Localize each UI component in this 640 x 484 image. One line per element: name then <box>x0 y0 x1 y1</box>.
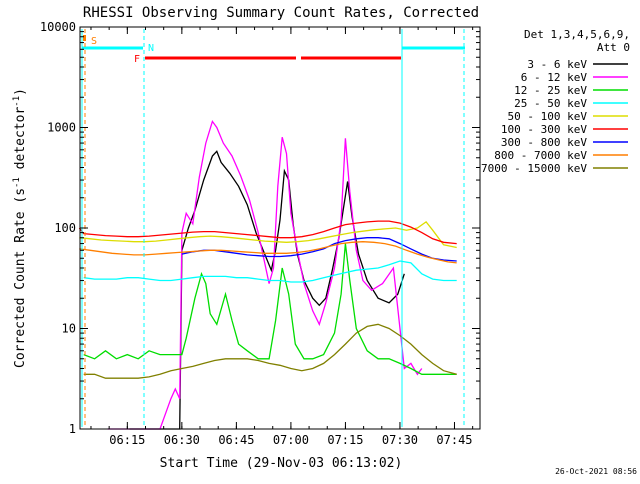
y-tick-label: 1 <box>69 422 76 436</box>
legend-label: 25 - 50 keV <box>514 97 587 110</box>
x-axis-label: Start Time (29-Nov-03 06:13:02) <box>160 456 403 471</box>
y-axis-label-end: ) <box>13 88 28 96</box>
x-tick-label: 06:30 <box>164 433 200 447</box>
legend-header-detectors: Det 1,3,4,5,6,9, <box>524 28 630 41</box>
y-axis-label-sup1: -1 <box>12 177 22 188</box>
legend-label: 12 - 25 keV <box>514 84 587 97</box>
generation-timestamp: 26-Oct-2021 08:56 <box>555 467 637 476</box>
saa-flag-marker <box>83 35 86 41</box>
series-line-12-25 <box>83 243 457 375</box>
y-tick-label: 10 <box>62 322 76 336</box>
saa-flag-label: S <box>91 36 97 47</box>
axes-layer: 06:15 06:30 06:45 07:00 07:15 07:30 07:45 1 10 10… <box>40 20 480 447</box>
series-line-100-300 <box>78 220 457 245</box>
series-layer <box>78 119 457 430</box>
series-line-6-12 <box>107 119 423 430</box>
series-line-7000-15000 <box>83 323 457 379</box>
x-tick-label: 06:45 <box>218 433 254 447</box>
series-line-25-50 <box>83 260 457 283</box>
y-axis-label: Corrected Count Rate (s-1 detector-1) <box>12 88 28 368</box>
y-axis-label-sup2: -1 <box>12 96 22 107</box>
night-flag-label: N <box>148 43 154 54</box>
x-tick-label: 07:45 <box>436 433 472 447</box>
legend-label: 50 - 100 keV <box>508 110 588 123</box>
x-tick-label: 07:15 <box>327 433 363 447</box>
y-tick-label: 10000 <box>40 20 76 34</box>
y-tick-label: 100 <box>54 221 76 235</box>
legend-label: 100 - 300 keV <box>501 123 587 136</box>
x-tick-label: 07:00 <box>273 433 309 447</box>
legend-header-attenuator: Att 0 <box>597 41 630 54</box>
series-line-3-6 <box>129 150 405 430</box>
legend-label: 3 - 6 keV <box>527 58 587 71</box>
x-tick-label: 07:30 <box>382 433 418 447</box>
legend-label: 7000 - 15000 keV <box>481 162 587 175</box>
flag-layer: S NF <box>81 29 465 427</box>
x-tick-label: 06:15 <box>109 433 145 447</box>
legend-label: 800 - 7000 keV <box>494 149 587 162</box>
y-axis-label-mid: detector <box>13 107 28 178</box>
series-line-300-800 <box>181 237 457 262</box>
legend-label: 6 - 12 keV <box>521 71 588 84</box>
series-line-800-7000 <box>79 241 457 264</box>
y-tick-label: 1000 <box>47 121 76 135</box>
series-line-50-100 <box>79 221 457 249</box>
chart-title: RHESSI Observing Summary Count Rates, Co… <box>83 5 479 21</box>
plot-frame <box>79 26 481 430</box>
flare-flag-label: F <box>134 54 140 65</box>
y-axis-label-main: Corrected Count Rate (s <box>13 188 28 368</box>
legend-label: 300 - 800 keV <box>501 136 587 149</box>
